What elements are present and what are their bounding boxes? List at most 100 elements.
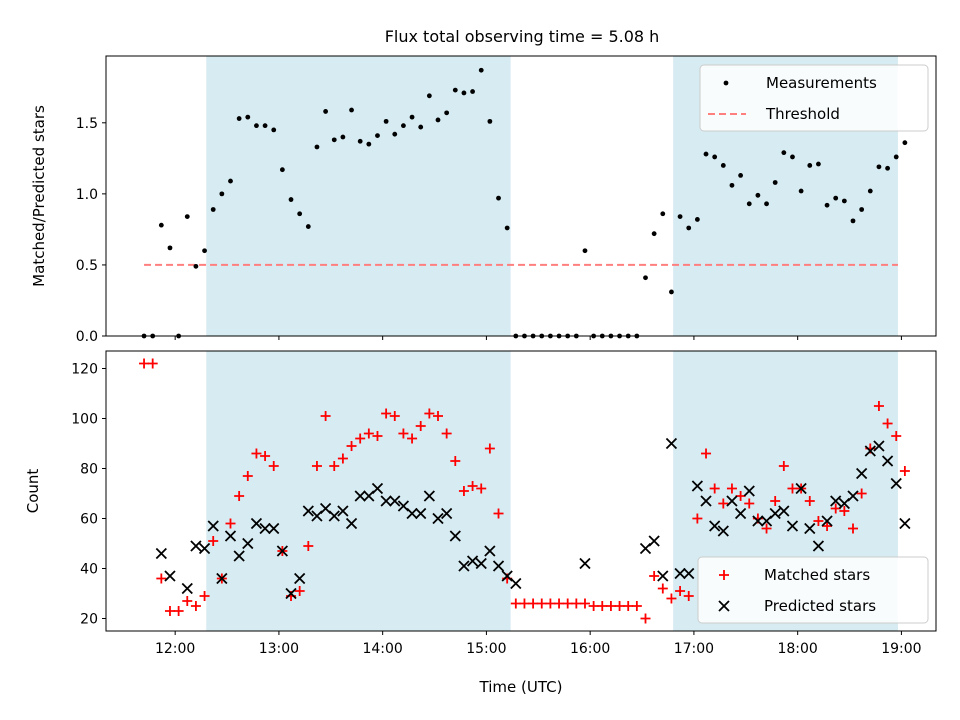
predicted-star-point (242, 537, 254, 550)
predicted-star-point (890, 477, 902, 490)
measurement-point (720, 163, 726, 168)
measurement-point (392, 131, 398, 137)
legend-box (697, 556, 929, 624)
matched-star-point (528, 598, 539, 609)
predicted-star-point (899, 517, 911, 530)
matched-star-point (822, 521, 833, 531)
matched-star-point (778, 461, 789, 471)
y-tick-label: 80 (80, 462, 98, 478)
matched-star-point (467, 481, 478, 491)
matched-star-point (450, 456, 461, 466)
x-tick-label: 19:00 (881, 641, 921, 657)
predicted-star-point (847, 490, 859, 502)
measurement-point (452, 87, 458, 93)
x-axis-label: Time (UTC) (479, 678, 563, 696)
measurement-point (504, 225, 510, 231)
predicted-star-point (769, 507, 781, 520)
matched-star-point (709, 483, 720, 494)
matched-star-point (718, 498, 729, 509)
matched-star-point (891, 431, 902, 441)
matched-star-point (649, 571, 660, 581)
measurement-point (323, 109, 329, 114)
y-tick-label: 100 (71, 412, 98, 428)
predicted-star-point (856, 467, 868, 480)
predicted-star-point (216, 572, 228, 585)
matched-star-point (899, 466, 910, 476)
measurement-point (366, 141, 372, 147)
matched-star-point (260, 451, 271, 461)
x-tick-label: 18:00 (777, 641, 817, 657)
measurement-point (418, 124, 424, 130)
measurement-point (262, 123, 268, 129)
predicted-star-point (432, 512, 444, 525)
measurement-point (478, 67, 484, 73)
matched-star-point (631, 601, 642, 611)
predicted-star-point (466, 555, 479, 567)
matched-star-point (761, 523, 772, 534)
measurement-point (193, 263, 199, 269)
measurement-point (694, 217, 700, 222)
matched-star-point (190, 601, 201, 611)
matched-star-point (744, 498, 755, 509)
matched-star-point (726, 483, 737, 494)
matched-star-point (640, 613, 651, 624)
matched-star-point (623, 601, 634, 611)
predicted-star-point (164, 570, 176, 582)
predicted-star-point (510, 577, 522, 590)
measurement-point (841, 198, 847, 204)
matched-star-point (372, 431, 383, 441)
measurement-point (202, 248, 207, 254)
matched-star-point (683, 591, 694, 601)
predicted-star-point (579, 557, 591, 570)
measurement-point (703, 151, 709, 157)
matched-star-point (424, 408, 435, 419)
measurement-point (331, 137, 337, 143)
predicted-star-point (665, 437, 678, 450)
predicted-star-point (795, 482, 807, 495)
matched-star-point (156, 573, 167, 584)
measurement-point (686, 225, 692, 231)
predicted-star-point (181, 582, 193, 595)
measurement-point (219, 191, 225, 197)
predicted-star-point (259, 522, 271, 535)
matched-star-point (225, 518, 236, 529)
y-tick-label: 120 (71, 362, 98, 378)
measurement-point (712, 154, 718, 160)
matched-star-point (147, 358, 158, 369)
measurement-point (876, 164, 882, 170)
matched-star-point (182, 596, 193, 606)
predicted-star-point (821, 515, 833, 527)
matched-star-point (666, 593, 677, 604)
matched-star-point (415, 421, 426, 431)
measurement-point (314, 144, 320, 150)
measurement-point (254, 123, 259, 129)
measurement-point (426, 93, 432, 99)
matched-star-point (856, 488, 867, 499)
measurement-point (850, 218, 856, 224)
x-tick-label: 12:00 (155, 641, 195, 657)
top-panel: 0.0 0.5 1.0 1.5 Matched/Predicted stars Measu… (30, 55, 937, 345)
y-tick-label: 1.5 (76, 116, 98, 132)
measurement-point (781, 150, 787, 156)
measurement-point (833, 195, 839, 201)
predicted-star-point (812, 540, 825, 552)
matched-star-point (173, 606, 184, 616)
measurement-point (375, 133, 380, 138)
measurement-point (435, 117, 441, 123)
predicted-star-point (441, 507, 453, 520)
measurement-point (409, 114, 415, 120)
predicted-star-point (268, 522, 280, 535)
predicted-star-point (371, 482, 384, 495)
predicted-star-point (804, 522, 816, 535)
y-tick-label: 1.0 (76, 187, 98, 203)
measurement-point (357, 138, 363, 144)
measurement-point (790, 154, 795, 160)
predicted-star-point (415, 507, 427, 520)
y-tick-label: 40 (80, 562, 98, 578)
chart-title: Flux total observing time = 5.08 h (385, 27, 660, 46)
measurement-point (816, 161, 821, 167)
measurement-point (184, 214, 190, 220)
measurement-point (824, 202, 830, 208)
x-tick-label: 17:00 (674, 641, 714, 657)
